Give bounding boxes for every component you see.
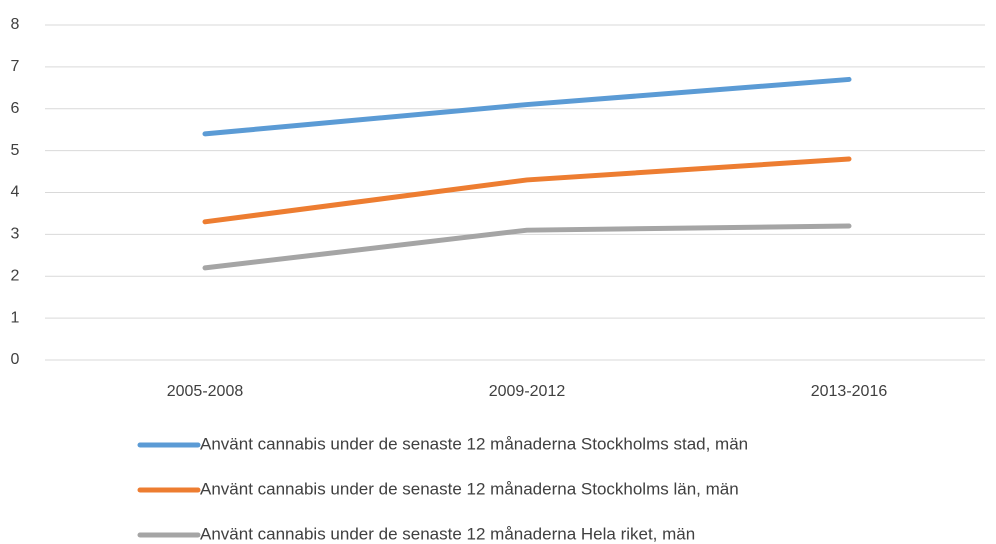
series-line <box>202 156 852 225</box>
y-tick-label: 8 <box>11 16 20 33</box>
legend-label: Använt cannabis under de senaste 12 måna… <box>200 434 748 453</box>
series-line <box>202 223 852 271</box>
series-line <box>202 76 852 137</box>
y-tick-label: 5 <box>11 142 20 159</box>
y-tick-label: 7 <box>11 58 20 75</box>
y-tick-label: 2 <box>11 267 20 284</box>
x-tick-label: 2005-2008 <box>167 383 244 400</box>
y-tick-label: 1 <box>11 309 20 326</box>
y-tick-label: 6 <box>11 100 20 117</box>
y-tick-label: 3 <box>11 226 20 243</box>
x-tick-label: 2013-2016 <box>811 383 888 400</box>
legend-label: Använt cannabis under de senaste 12 måna… <box>200 479 739 498</box>
y-tick-label: 4 <box>11 184 20 201</box>
x-tick-label: 2009-2012 <box>489 383 566 400</box>
y-tick-label: 0 <box>11 351 20 368</box>
legend-label: Använt cannabis under de senaste 12 måna… <box>200 524 695 543</box>
